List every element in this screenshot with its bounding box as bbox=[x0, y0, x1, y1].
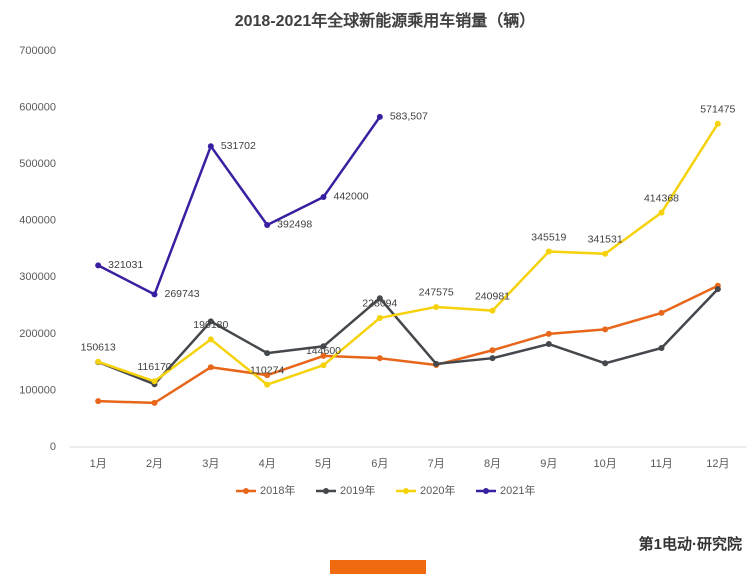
data-label: 571475 bbox=[700, 103, 735, 115]
data-label: 247575 bbox=[419, 287, 454, 299]
series-line bbox=[97, 116, 381, 296]
point bbox=[264, 381, 271, 388]
point bbox=[320, 343, 327, 350]
point bbox=[376, 113, 383, 120]
footer-bar bbox=[330, 560, 426, 574]
data-label: 442000 bbox=[334, 191, 369, 203]
point bbox=[545, 341, 552, 348]
point bbox=[207, 143, 214, 150]
series-line bbox=[98, 284, 719, 405]
point bbox=[602, 326, 609, 333]
point bbox=[207, 336, 214, 343]
y-tick-label: 0 bbox=[50, 441, 56, 453]
x-tick-label: 8月 bbox=[484, 458, 501, 470]
point bbox=[376, 314, 383, 321]
point bbox=[320, 193, 327, 200]
data-label: 116170 bbox=[137, 361, 171, 373]
x-tick-label: 11月 bbox=[650, 458, 672, 470]
legend-label: 2020年 bbox=[420, 483, 455, 497]
data-label: 341531 bbox=[588, 234, 623, 246]
y-tick-label: 600000 bbox=[19, 101, 56, 113]
y-tick-label: 300000 bbox=[19, 271, 56, 283]
point bbox=[264, 221, 271, 228]
series-line bbox=[97, 123, 719, 386]
data-label: 144600 bbox=[306, 345, 341, 357]
point bbox=[207, 318, 214, 325]
data-label: 345519 bbox=[531, 231, 566, 243]
x-tick-label: 6月 bbox=[371, 458, 388, 470]
x-tick-label: 4月 bbox=[259, 458, 276, 470]
data-label: 240981 bbox=[475, 290, 510, 302]
point bbox=[714, 286, 721, 293]
x-tick-label: 9月 bbox=[540, 458, 557, 470]
point bbox=[264, 372, 271, 379]
point bbox=[489, 307, 496, 314]
point bbox=[151, 378, 158, 385]
point bbox=[658, 309, 665, 316]
data-label: 269743 bbox=[165, 288, 200, 300]
x-tick-label: 12月 bbox=[706, 458, 729, 470]
point bbox=[658, 209, 665, 216]
y-tick-label: 100000 bbox=[19, 384, 56, 396]
point bbox=[95, 262, 102, 269]
point bbox=[376, 355, 383, 362]
legend-label: 2019年 bbox=[340, 483, 375, 497]
data-label: 392498 bbox=[277, 219, 312, 231]
x-tick-label: 2月 bbox=[146, 458, 163, 470]
x-tick-label: 5月 bbox=[315, 458, 332, 470]
point bbox=[95, 398, 102, 405]
x-tick-label: 1月 bbox=[90, 458, 107, 470]
point bbox=[658, 345, 665, 351]
x-tick-label: 3月 bbox=[202, 458, 219, 470]
y-tick-label: 200000 bbox=[19, 328, 56, 340]
point bbox=[151, 399, 158, 406]
data-label: 531702 bbox=[221, 140, 256, 152]
data-label: 321031 bbox=[108, 259, 143, 271]
chart-title: 2018-2021年全球新能源乘用车销量（辆） bbox=[235, 11, 536, 30]
point bbox=[545, 248, 552, 255]
point bbox=[207, 364, 214, 371]
point bbox=[95, 358, 102, 365]
data-label: 583,507 bbox=[390, 111, 428, 123]
x-tick-label: 7月 bbox=[428, 458, 445, 470]
data-label: 414368 bbox=[644, 192, 679, 204]
legend-dot bbox=[323, 488, 329, 494]
data-label: 110274 bbox=[250, 364, 284, 376]
y-tick-label: 500000 bbox=[19, 158, 56, 170]
legend-dot bbox=[403, 488, 409, 494]
point bbox=[545, 330, 552, 337]
legend-label: 2018年 bbox=[260, 483, 295, 497]
footer: 第1电动·研究院 bbox=[639, 535, 742, 553]
data-label: 150613 bbox=[81, 342, 116, 354]
point bbox=[602, 360, 609, 367]
point bbox=[433, 360, 440, 367]
point bbox=[264, 350, 271, 357]
point bbox=[151, 291, 158, 298]
point bbox=[489, 355, 496, 362]
data-label: 190180 bbox=[193, 319, 228, 331]
legend-dot bbox=[243, 488, 249, 494]
point bbox=[320, 362, 327, 369]
y-tick-label: 700000 bbox=[19, 45, 56, 57]
legend-dot bbox=[483, 488, 489, 494]
series-line bbox=[97, 288, 719, 386]
point bbox=[489, 347, 496, 354]
point bbox=[602, 250, 609, 257]
point bbox=[714, 120, 721, 127]
point bbox=[376, 295, 383, 302]
data-label: 228094 bbox=[362, 298, 397, 310]
point bbox=[320, 352, 327, 359]
y-tick-label: 400000 bbox=[19, 215, 56, 227]
point bbox=[433, 303, 440, 310]
legend-label: 2021年 bbox=[500, 483, 535, 497]
x-tick-label: 10月 bbox=[594, 458, 617, 470]
